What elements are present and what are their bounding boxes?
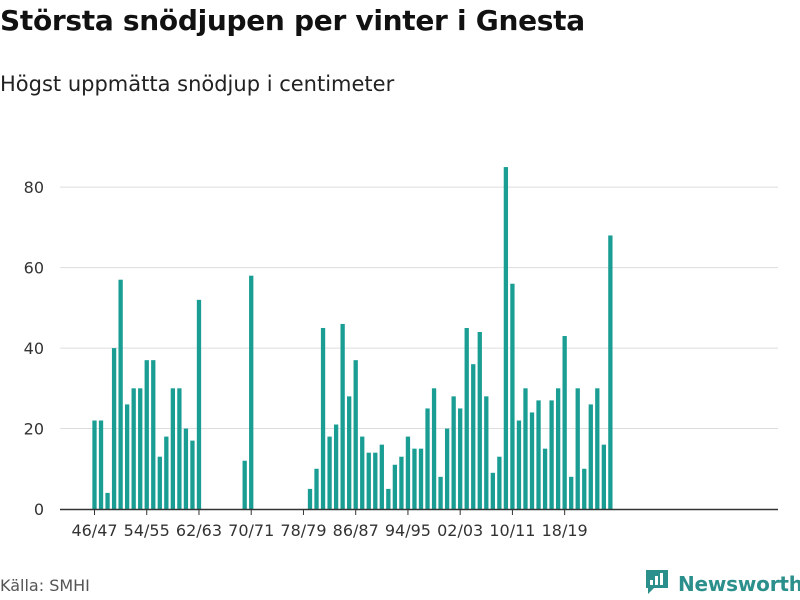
bar-18/19[interactable]: [562, 336, 567, 509]
bar-07/08[interactable]: [490, 472, 495, 509]
bar-61/62[interactable]: [190, 440, 195, 509]
bar-20/21[interactable]: [575, 388, 580, 509]
bar-60/61[interactable]: [183, 428, 189, 509]
bar-95/96[interactable]: [412, 448, 417, 509]
bar-85/86[interactable]: [347, 396, 352, 509]
x-tick-label: 54/55: [124, 521, 170, 540]
bar-59/60[interactable]: [177, 388, 182, 509]
bar-51/52[interactable]: [125, 404, 130, 509]
y-axis: 0 20 40 60 80: [24, 178, 44, 519]
bar-19/20[interactable]: [569, 476, 574, 509]
bar-86/87[interactable]: [353, 360, 358, 509]
bar-13/14[interactable]: [529, 412, 535, 509]
bar-94/95[interactable]: [405, 436, 411, 509]
bar-undefined[interactable]: [608, 235, 613, 509]
bar-50/51[interactable]: [118, 279, 123, 509]
bar-04/05[interactable]: [471, 364, 476, 509]
bar-06/07[interactable]: [484, 396, 489, 509]
bar-62/63[interactable]: [196, 299, 202, 509]
bar-09/10[interactable]: [503, 167, 509, 509]
bar-99/00[interactable]: [438, 476, 443, 509]
bar-92/93[interactable]: [392, 464, 398, 509]
bar-21/22[interactable]: [582, 468, 587, 509]
bar-14/15[interactable]: [536, 400, 541, 509]
chart-title: Största snödjupen per vinter i Gnesta: [0, 4, 585, 37]
x-tick-label: 86/87: [333, 521, 379, 540]
x-tick-label: 46/47: [71, 521, 117, 540]
bar-46/47[interactable]: [92, 420, 97, 510]
bar-82/83[interactable]: [327, 436, 332, 509]
bar-11/12[interactable]: [516, 420, 522, 510]
x-tick-label: 62/63: [176, 521, 222, 540]
bars: [92, 167, 613, 510]
source-note: Källa: SMHI: [0, 576, 90, 595]
bar-83/84[interactable]: [333, 424, 339, 509]
bar-58/59[interactable]: [170, 388, 176, 509]
bar-88/89[interactable]: [366, 452, 371, 509]
bar-01/02[interactable]: [451, 396, 456, 509]
bar-00/01[interactable]: [444, 428, 450, 509]
y-tick-label: 60: [24, 259, 44, 278]
bar-90/91[interactable]: [379, 444, 384, 509]
chart-subtitle: Högst uppmätta snödjup i centimeter: [0, 72, 395, 96]
bar-79/80[interactable]: [307, 488, 313, 509]
brand-logo[interactable]: Newsworthy: [644, 568, 800, 600]
bar-70/71[interactable]: [249, 275, 254, 509]
gridlines: [60, 186, 778, 430]
bar-55/56[interactable]: [151, 360, 156, 509]
bar-22/23[interactable]: [588, 404, 593, 509]
bar-03/04[interactable]: [464, 327, 469, 509]
bar-98/99[interactable]: [431, 388, 437, 509]
y-tick-label: 20: [24, 420, 44, 439]
brand-name: Newsworthy: [678, 572, 800, 596]
x-tick-label: 18/19: [542, 521, 588, 540]
bar-97/98[interactable]: [425, 408, 430, 509]
x-tick-label: 70/71: [228, 521, 274, 540]
x-tick-label: 10/11: [489, 521, 535, 540]
bar-89/90[interactable]: [373, 452, 378, 509]
y-tick-label: 0: [34, 500, 44, 519]
bar-47/48[interactable]: [98, 420, 104, 510]
bar-84/85[interactable]: [340, 323, 345, 509]
x-axis: 46/47 54/55 62/63 70/71 78/79 86/87 94/95 02/03…: [60, 508, 778, 540]
bar-undefined[interactable]: [601, 444, 606, 509]
bar-49/50[interactable]: [111, 348, 117, 509]
bar-02/03[interactable]: [458, 408, 463, 509]
bar-48/49[interactable]: [105, 492, 110, 509]
x-tick-label: 78/79: [280, 521, 326, 540]
newsworthy-logo-icon: [644, 568, 670, 600]
y-tick-label: 40: [24, 339, 44, 358]
bar-91/92[interactable]: [386, 488, 391, 509]
x-tick-label: 02/03: [437, 521, 483, 540]
bar-12/13[interactable]: [523, 388, 528, 509]
bar-52/53[interactable]: [131, 388, 136, 509]
bar-54/55[interactable]: [144, 360, 149, 509]
bar-56/57[interactable]: [157, 456, 162, 509]
bar-23/24[interactable]: [595, 388, 600, 509]
bar-16/17[interactable]: [549, 400, 554, 509]
bar-53/54[interactable]: [138, 388, 143, 509]
y-tick-label: 80: [24, 178, 44, 197]
bar-08/09[interactable]: [497, 456, 502, 509]
bar-15/16[interactable]: [542, 448, 548, 509]
bar-05/06[interactable]: [477, 332, 482, 509]
bar-57/58[interactable]: [164, 436, 169, 509]
bar-10/11[interactable]: [510, 283, 515, 509]
x-tick-label: 94/95: [385, 521, 431, 540]
bar-96/97[interactable]: [418, 448, 424, 509]
bar-81/82[interactable]: [320, 327, 326, 509]
bar-87/88[interactable]: [360, 436, 365, 509]
bar-17/18[interactable]: [555, 388, 561, 509]
bar-69/70[interactable]: [242, 460, 247, 509]
bar-80/81[interactable]: [314, 468, 319, 509]
bar-93/94[interactable]: [399, 456, 404, 509]
